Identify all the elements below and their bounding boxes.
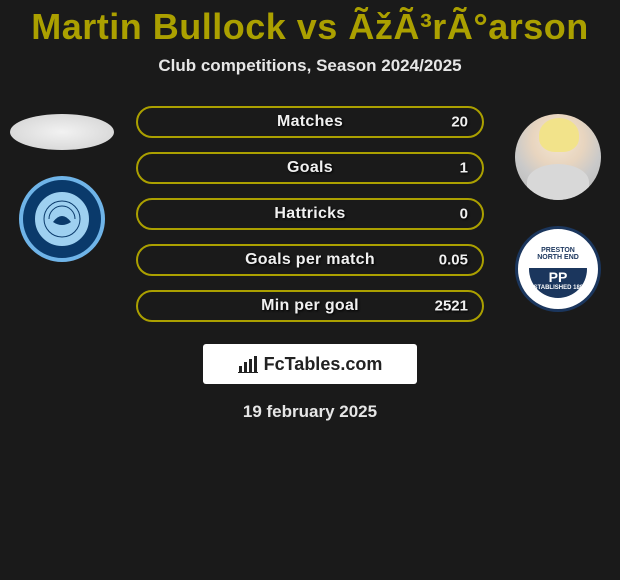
subtitle: Club competitions, Season 2024/2025 bbox=[0, 56, 620, 76]
stats-column: Matches 20 Goals 1 Hattricks 0 Goals per… bbox=[136, 104, 484, 322]
date-line: 19 february 2025 bbox=[0, 402, 620, 422]
stat-bar-matches: Matches 20 bbox=[136, 106, 484, 138]
badge-text-top: PRESTON NORTH END bbox=[529, 247, 587, 261]
left-club-badge bbox=[19, 176, 105, 262]
page-title: Martin Bullock vs ÃžÃ³rÃ°arson bbox=[0, 6, 620, 48]
stat-bar-hattricks: Hattricks 0 bbox=[136, 198, 484, 230]
stat-value-right: 0.05 bbox=[439, 252, 468, 269]
right-column: PRESTON NORTH END PP ESTABLISHED 1880 bbox=[502, 104, 614, 312]
stat-value-right: 2521 bbox=[435, 298, 468, 315]
stat-label: Hattricks bbox=[274, 205, 345, 223]
badge-text-bottom: ESTABLISHED 1880 bbox=[530, 285, 587, 291]
badge-text-mid: PP bbox=[549, 269, 568, 285]
bar-chart-icon bbox=[238, 355, 258, 373]
stat-label: Goals bbox=[287, 159, 333, 177]
right-club-badge: PRESTON NORTH END PP ESTABLISHED 1880 bbox=[515, 226, 601, 312]
right-player-avatar bbox=[515, 114, 601, 200]
stat-value-right: 0 bbox=[460, 206, 468, 223]
stat-label: Goals per match bbox=[245, 251, 375, 269]
stat-value-right: 20 bbox=[451, 114, 468, 131]
wycombe-badge-icon bbox=[33, 190, 91, 248]
stat-bar-min-per-goal: Min per goal 2521 bbox=[136, 290, 484, 322]
brand-logo[interactable]: FcTables.com bbox=[203, 344, 417, 384]
left-column bbox=[6, 104, 118, 262]
preston-badge-icon: PRESTON NORTH END PP ESTABLISHED 1880 bbox=[529, 240, 587, 298]
main-row: Matches 20 Goals 1 Hattricks 0 Goals per… bbox=[0, 104, 620, 322]
comparison-widget: Martin Bullock vs ÃžÃ³rÃ°arson Club comp… bbox=[0, 0, 620, 422]
stat-value-right: 1 bbox=[460, 160, 468, 177]
stat-label: Matches bbox=[277, 113, 343, 131]
stat-bar-goals-per-match: Goals per match 0.05 bbox=[136, 244, 484, 276]
stat-label: Min per goal bbox=[261, 297, 359, 315]
stat-bar-goals: Goals 1 bbox=[136, 152, 484, 184]
brand-name: FcTables.com bbox=[264, 354, 383, 375]
left-player-avatar bbox=[10, 114, 114, 150]
